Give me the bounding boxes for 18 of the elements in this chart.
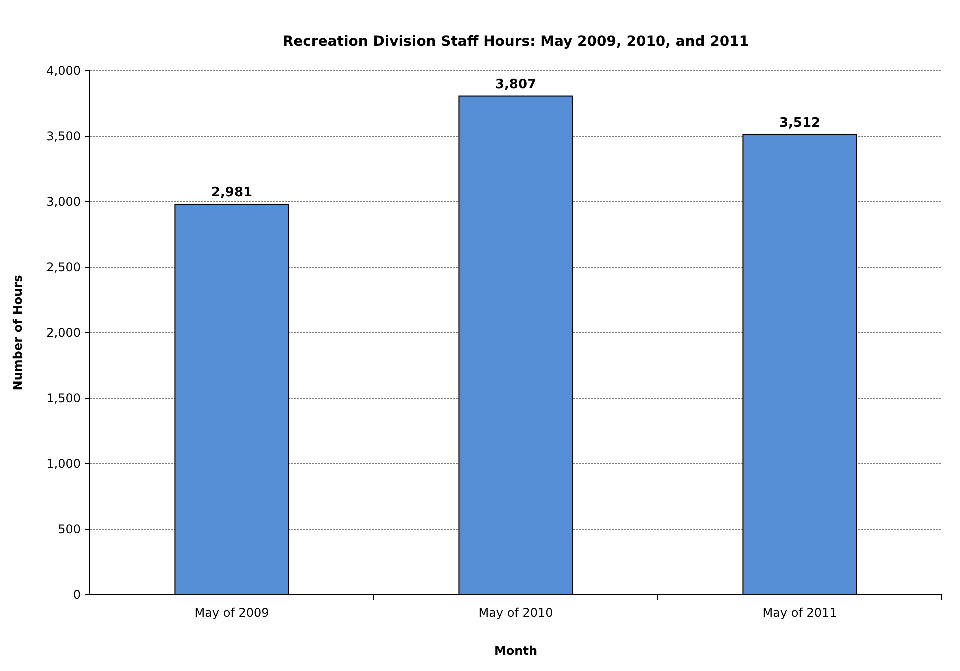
- data-label: 3,807: [495, 77, 537, 92]
- y-tick-label: 4,000: [46, 64, 81, 78]
- y-tick-label: 2,500: [46, 260, 81, 275]
- x-tick-label: May of 2009: [194, 606, 270, 620]
- y-tick-label: 1,500: [46, 392, 81, 406]
- y-tick-label: 2,000: [46, 326, 81, 340]
- y-tick-label: 3,500: [46, 130, 81, 144]
- chart-title: Recreation Division Staff Hours: May 2009, 2010, and 2011: [282, 34, 750, 50]
- x-axis-title: Month: [494, 644, 538, 658]
- y-tick-label: 0: [73, 588, 81, 602]
- data-label: 3,512: [779, 116, 821, 131]
- y-tick-label: 3,000: [46, 195, 81, 210]
- x-tick-label: May of 2010: [478, 606, 554, 620]
- y-tick-label: 500: [58, 522, 81, 537]
- y-axis-title: Number of Hours: [11, 275, 25, 391]
- y-tick-label: 1,000: [46, 457, 81, 472]
- x-tick-label: May of 2011: [762, 606, 838, 620]
- data-label: 2,981: [211, 185, 253, 200]
